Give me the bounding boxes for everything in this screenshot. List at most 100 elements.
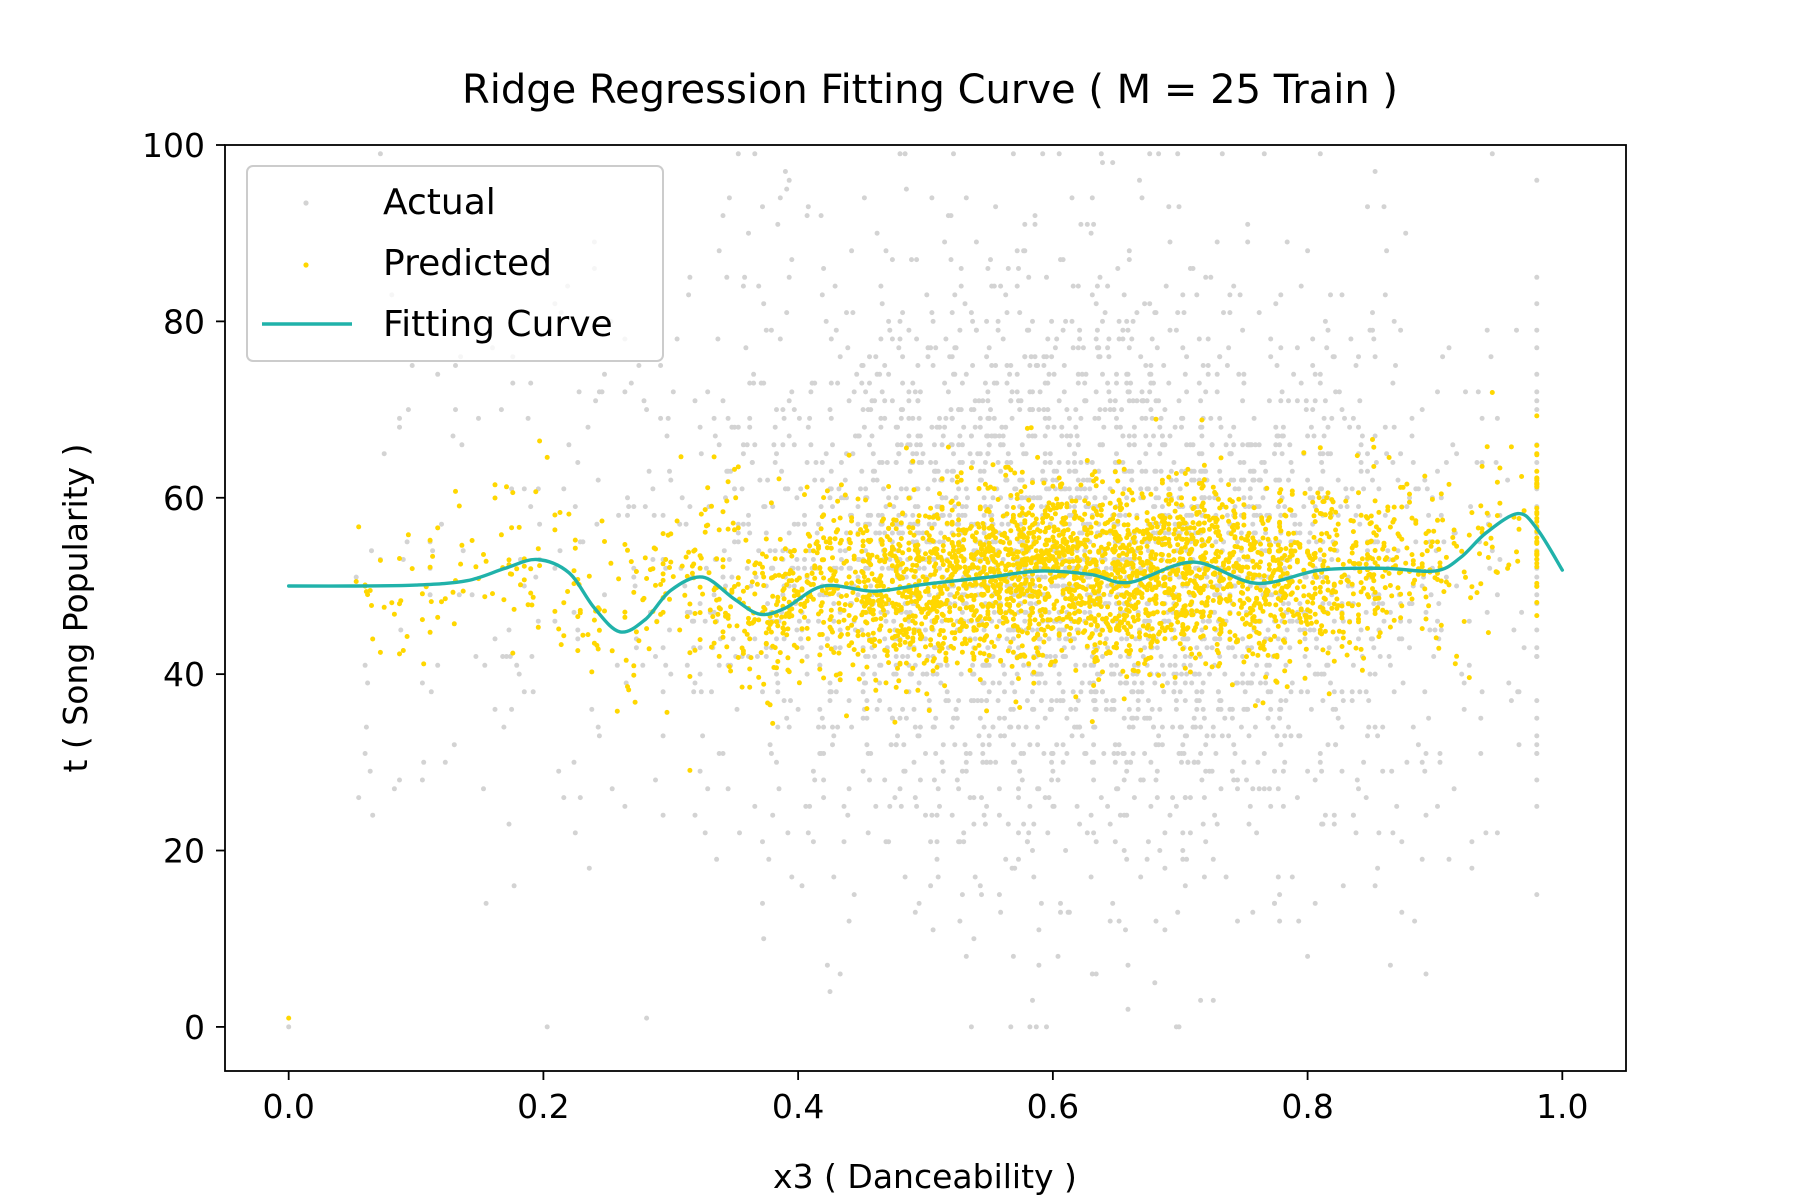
actual-point [956, 442, 962, 448]
predicted-point [818, 526, 824, 532]
actual-point [1441, 539, 1447, 545]
actual-point [521, 583, 527, 589]
actual-point [1159, 504, 1165, 510]
actual-point [660, 645, 666, 651]
actual-point [796, 415, 802, 421]
actual-point [957, 460, 963, 465]
actual-point [898, 803, 904, 809]
predicted-point [623, 657, 629, 663]
actual-point [1321, 433, 1327, 439]
predicted-point [911, 487, 917, 493]
actual-point [1205, 363, 1211, 368]
actual-point [1173, 803, 1179, 809]
actual-point [874, 230, 880, 236]
actual-point [667, 468, 672, 474]
actual-point [1046, 795, 1052, 801]
predicted-point [687, 601, 693, 607]
actual-point [1534, 398, 1540, 404]
actual-point [365, 680, 371, 686]
actual-point [514, 662, 520, 668]
actual-point [1506, 680, 1512, 686]
predicted-point [1009, 663, 1015, 669]
actual-point [951, 151, 956, 157]
actual-point [1329, 557, 1335, 562]
predicted-point [1312, 519, 1318, 525]
predicted-point [865, 577, 871, 583]
actual-point [724, 468, 730, 474]
actual-point [1145, 548, 1151, 554]
predicted-point [971, 556, 977, 562]
actual-point [1138, 486, 1144, 492]
actual-point [1064, 407, 1070, 413]
predicted-point [1534, 515, 1540, 521]
actual-point [817, 592, 823, 598]
actual-point [1078, 689, 1084, 695]
actual-point [1077, 724, 1083, 730]
predicted-point [804, 598, 810, 604]
predicted-point [971, 564, 977, 570]
actual-point [421, 759, 427, 765]
actual-point [1297, 530, 1303, 536]
actual-point [1240, 636, 1246, 642]
actual-point [1051, 371, 1057, 377]
actual-point [996, 715, 1002, 721]
predicted-point [937, 632, 942, 638]
predicted-point [1357, 561, 1363, 567]
predicted-point [995, 590, 1001, 596]
actual-point [1038, 671, 1044, 677]
actual-point [756, 548, 762, 554]
actual-point [1172, 662, 1178, 668]
actual-point [874, 706, 880, 712]
actual-point [1320, 601, 1326, 607]
actual-point [1368, 636, 1374, 642]
predicted-point [1236, 580, 1242, 585]
predicted-point [1477, 551, 1482, 557]
predicted-point [1130, 535, 1136, 541]
actual-point [1068, 433, 1074, 439]
predicted-point [1134, 573, 1140, 579]
actual-point [1372, 671, 1378, 677]
predicted-point [561, 633, 567, 639]
predicted-point [1176, 592, 1182, 598]
actual-point [1100, 318, 1105, 324]
predicted-point [903, 660, 909, 666]
predicted-point [1422, 473, 1428, 479]
actual-point [921, 565, 927, 571]
actual-point [1413, 539, 1419, 545]
actual-point [1014, 371, 1020, 377]
predicted-point [658, 582, 664, 587]
actual-point [872, 398, 878, 404]
actual-point [1356, 424, 1361, 430]
predicted-point [1238, 535, 1244, 541]
actual-point [1168, 468, 1174, 474]
actual-point [786, 274, 792, 280]
actual-point [837, 548, 843, 554]
predicted-point [1024, 538, 1030, 544]
predicted-point [1236, 496, 1242, 502]
predicted-point [928, 505, 934, 511]
actual-point [1365, 733, 1370, 739]
predicted-point [397, 651, 402, 657]
predicted-point [1087, 549, 1093, 555]
actual-point [473, 654, 479, 659]
predicted-point [1312, 611, 1318, 617]
predicted-point [1022, 518, 1028, 524]
actual-point [1278, 292, 1284, 298]
actual-point [841, 803, 847, 809]
actual-point [1203, 468, 1209, 474]
predicted-point [1347, 619, 1353, 625]
actual-point [1407, 618, 1412, 624]
actual-point [1265, 627, 1271, 633]
predicted-point [1398, 591, 1404, 597]
predicted-point [1231, 602, 1237, 607]
actual-point [1282, 504, 1288, 510]
predicted-point [670, 574, 676, 580]
actual-point [831, 618, 837, 624]
actual-point [1184, 733, 1190, 739]
actual-point [765, 477, 771, 483]
actual-point [1350, 415, 1356, 421]
actual-point [1111, 407, 1117, 413]
actual-point [767, 742, 773, 748]
actual-point [1075, 345, 1081, 351]
actual-point [1114, 415, 1119, 421]
